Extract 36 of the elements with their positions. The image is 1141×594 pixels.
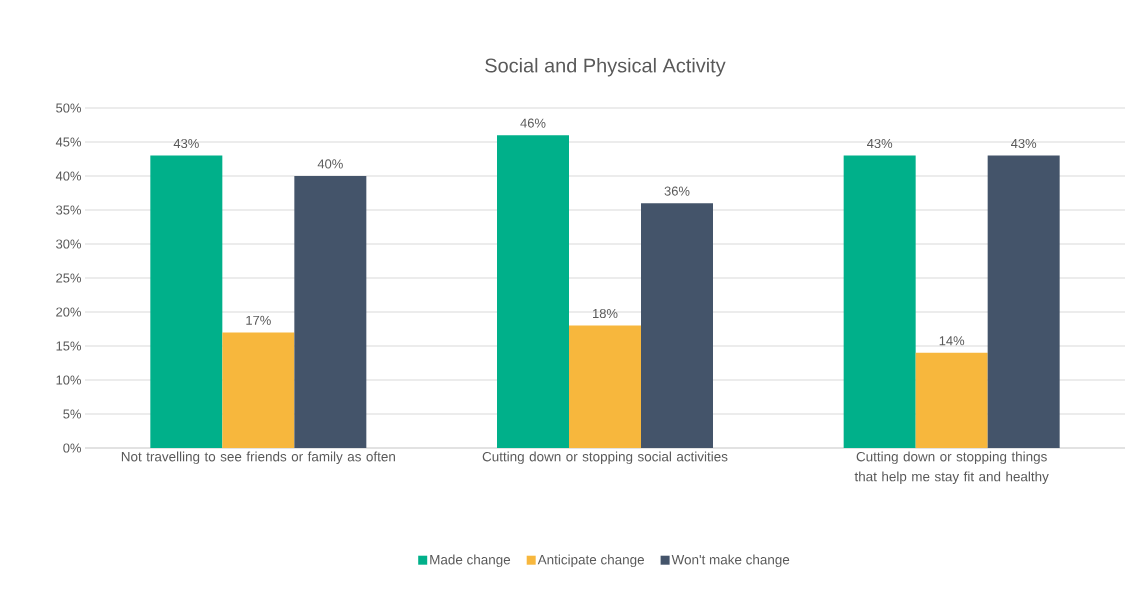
legend-label: Made change: [430, 554, 511, 568]
data-label: 46%: [520, 118, 546, 128]
data-label: 36%: [664, 186, 690, 196]
data-label: 18%: [593, 308, 618, 319]
y-tick-label: 40%: [55, 171, 82, 181]
data-label: 43%: [173, 138, 199, 149]
y-tick-label: 5%: [63, 409, 82, 419]
bar: [569, 325, 641, 448]
data-label: 17%: [246, 315, 271, 325]
bar: [222, 332, 295, 448]
bar: [497, 135, 569, 448]
bar: [150, 155, 223, 448]
legend-label: Anticipate change: [537, 554, 644, 568]
data-label: 40%: [317, 159, 343, 169]
data-label: 43%: [1011, 138, 1037, 149]
y-tick-label: 0%: [63, 443, 82, 453]
x-tick-label: Cutting down or stopping social activities: [482, 451, 728, 465]
data-label: 43%: [867, 138, 893, 149]
bar: [843, 155, 916, 448]
bar: [987, 155, 1060, 448]
y-tick-label: 20%: [56, 307, 82, 317]
x-tick-label: Not travelling to see friends or family as often: [121, 451, 395, 465]
y-tick-label: 30%: [56, 239, 82, 249]
y-tick-label: 10%: [56, 375, 82, 385]
x-tick-label: Cutting down or stopping things that help me stay fit and healthy: [854, 451, 1049, 484]
y-tick-label: 15%: [56, 341, 82, 351]
y-tick-label: 35%: [56, 205, 82, 215]
data-label: 14%: [939, 336, 965, 346]
bar: [915, 352, 988, 448]
y-tick-label: 25%: [56, 273, 82, 283]
y-tick-label: 50%: [56, 103, 82, 113]
y-tick-label: 45%: [55, 137, 82, 147]
bar: [641, 203, 713, 448]
legend-label: Won't make change: [671, 554, 790, 568]
bar: [294, 176, 367, 448]
chart-title: Social and Physical Activity: [485, 57, 726, 77]
